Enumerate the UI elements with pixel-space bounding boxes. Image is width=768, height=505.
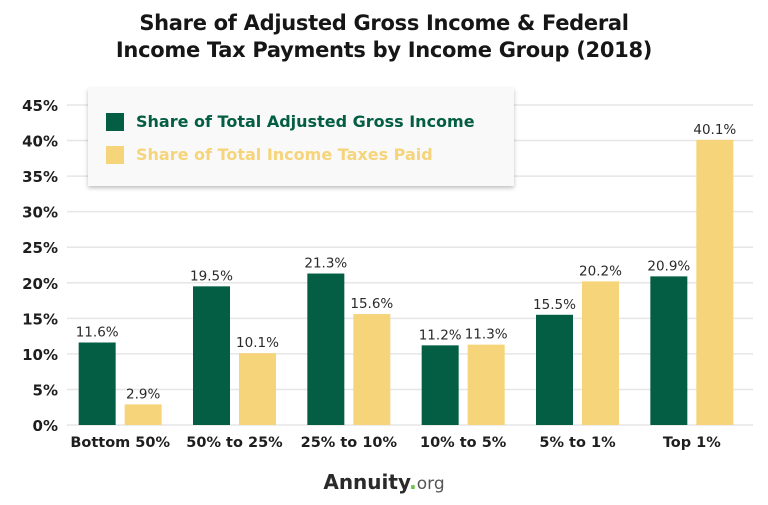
legend-label-taxes: Share of Total Income Taxes Paid xyxy=(136,145,433,164)
bar-agi xyxy=(650,276,688,425)
data-label: 11.6% xyxy=(76,325,119,341)
logo-dot: . xyxy=(409,470,417,494)
legend: Share of Total Adjusted Gross Income Sha… xyxy=(88,88,514,186)
x-tick-label: 10% to 5% xyxy=(420,435,507,451)
x-tick-label: 5% to 1% xyxy=(539,435,616,451)
chart-title: Share of Adjusted Gross Income & Federal… xyxy=(0,10,768,64)
bar-agi xyxy=(307,273,345,425)
bar-taxes xyxy=(696,139,734,425)
data-labels: 11.6% 2.9% 19.5% 10.1% 21.3% 15.6% 11.2% 11.3% 1… xyxy=(76,122,737,403)
chart-title-line-2: Income Tax Payments by Income Group (201… xyxy=(115,38,653,62)
legend-item-taxes: Share of Total Income Taxes Paid xyxy=(106,145,433,164)
bar-taxes xyxy=(467,344,505,425)
x-tick-label: Bottom 50% xyxy=(70,435,170,451)
x-axis-ticks: Bottom 50% 50% to 25% 25% to 10% 10% to 5% 5… xyxy=(70,435,721,451)
y-tick-label: 35% xyxy=(22,168,58,186)
bar-agi xyxy=(78,342,116,425)
legend-label-agi: Share of Total Adjusted Gross Income xyxy=(136,112,475,131)
data-label: 19.5% xyxy=(190,268,233,284)
y-tick-label: 0% xyxy=(33,417,58,435)
y-tick-label: 15% xyxy=(22,310,58,328)
y-tick-label: 40% xyxy=(22,133,58,151)
legend-item-agi: Share of Total Adjusted Gross Income xyxy=(106,112,475,131)
data-label: 15.5% xyxy=(533,297,576,313)
y-tick-label: 30% xyxy=(22,204,58,222)
y-tick-label: 10% xyxy=(22,346,58,364)
bar-agi xyxy=(421,345,459,425)
data-label: 20.2% xyxy=(579,263,622,279)
data-label: 11.3% xyxy=(465,327,508,343)
y-axis-ticks: 0% 5% 10% 15% 20% 25% 30% 35% 40% 45% xyxy=(22,97,58,435)
bars xyxy=(78,139,734,425)
bar-taxes xyxy=(353,314,391,425)
y-tick-label: 45% xyxy=(22,97,58,115)
y-tick-label: 5% xyxy=(33,381,58,399)
data-label: 15.6% xyxy=(350,296,393,312)
x-tick-label: 25% to 10% xyxy=(301,435,398,451)
bar-taxes xyxy=(582,281,619,425)
data-label: 40.1% xyxy=(693,122,736,138)
bar-agi xyxy=(193,286,230,425)
data-label: 20.9% xyxy=(647,258,690,274)
bar-taxes xyxy=(239,353,276,425)
bar-taxes xyxy=(124,404,162,425)
data-label: 21.3% xyxy=(304,256,347,272)
x-tick-label: Top 1% xyxy=(663,435,721,451)
annuity-org-logo: Annuity.org xyxy=(0,470,768,494)
logo-suffix: org xyxy=(416,474,445,494)
legend-swatch-agi xyxy=(106,112,124,131)
y-tick-label: 25% xyxy=(22,239,58,257)
data-label: 11.2% xyxy=(419,327,462,343)
data-label: 2.9% xyxy=(126,386,160,402)
chart-title-line-1: Share of Adjusted Gross Income & Federal xyxy=(139,11,629,35)
y-tick-label: 20% xyxy=(22,275,58,293)
legend-swatch-taxes xyxy=(106,145,124,164)
data-label: 10.1% xyxy=(236,335,279,351)
bar-agi xyxy=(536,314,573,425)
x-tick-label: 50% to 25% xyxy=(186,435,283,451)
logo-name: Annuity xyxy=(323,470,410,494)
